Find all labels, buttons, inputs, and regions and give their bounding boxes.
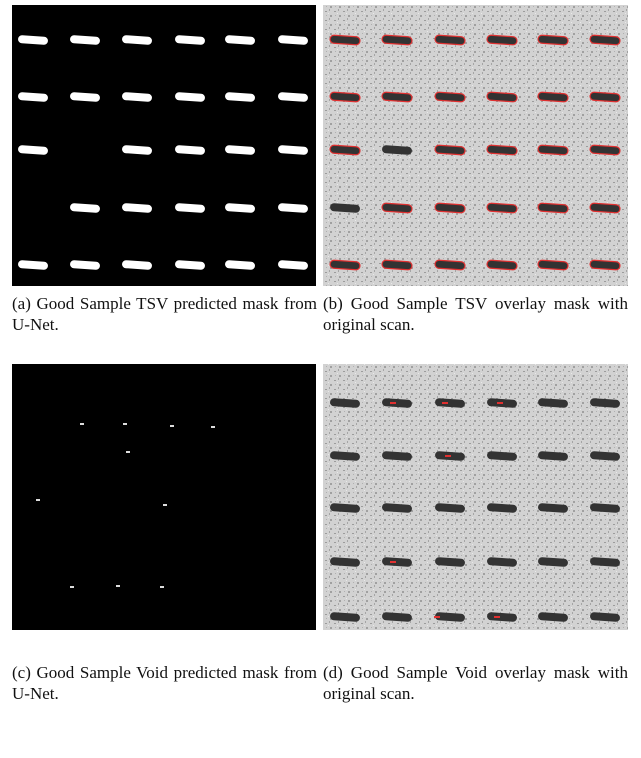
blob [434, 616, 440, 618]
blob [116, 585, 120, 587]
caption-text: Good Sample Void overlay mask with origi… [323, 663, 628, 703]
caption-a: (a) Good Sample TSV pre­dicted mask from… [12, 293, 317, 335]
figure-images [0, 0, 641, 758]
caption-text: Good Sample TSV overlay mask with origin… [323, 294, 628, 334]
image-b [323, 5, 628, 286]
page: {"subfigures": [ {"label": "(a)", "capti… [0, 0, 641, 758]
blob [211, 426, 215, 428]
blob [70, 586, 74, 588]
caption-c: (c) Good Sample Void pre­dicted mask fro… [12, 662, 317, 704]
blob [36, 499, 40, 501]
caption-text: Good Sample TSV pre­dicted mask from U-N… [12, 294, 317, 334]
blob [494, 616, 500, 618]
caption-label: (c) [12, 663, 31, 682]
image-c [12, 364, 316, 630]
blob [123, 423, 127, 425]
blob [442, 402, 448, 404]
blob [126, 451, 130, 453]
image-d [323, 364, 628, 630]
blob [80, 423, 84, 425]
caption-text: Good Sample Void pre­dicted mask from U-… [12, 663, 317, 703]
blob [170, 425, 174, 427]
blob [445, 455, 451, 457]
caption-label: (a) [12, 294, 31, 313]
blob [390, 561, 396, 563]
blob [160, 586, 164, 588]
blob [163, 504, 167, 506]
caption-label: (b) [323, 294, 343, 313]
caption-d: (d) Good Sample Void overlay mask with o… [323, 662, 628, 704]
image-a [12, 5, 316, 286]
caption-b: (b) Good Sample TSV overlay mask with or… [323, 293, 628, 335]
caption-label: (d) [323, 663, 343, 682]
blob [497, 402, 503, 404]
blob [390, 402, 396, 404]
